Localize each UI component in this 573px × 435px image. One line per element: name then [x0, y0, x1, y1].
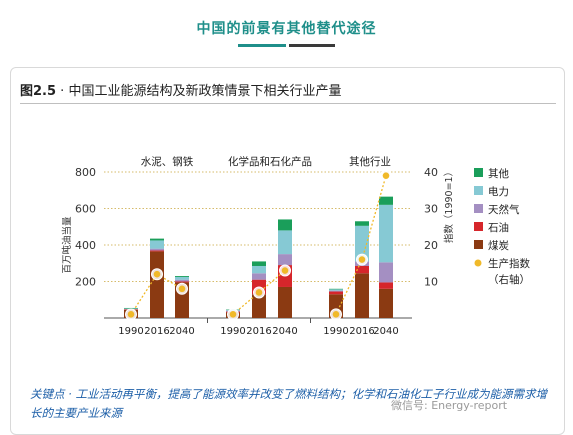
bar-segment-其他 — [355, 221, 369, 226]
bar-segment-煤炭 — [252, 294, 266, 318]
title-underline-accent — [238, 44, 286, 47]
legend-label-石油: 石油 — [488, 221, 509, 234]
bar-segment-电力 — [379, 204, 393, 263]
bar-segment-天然气 — [252, 273, 266, 280]
group-label: 化学品和石化产品 — [228, 155, 312, 168]
x-tick-label: 2040 — [169, 326, 194, 337]
bar-segment-电力 — [278, 230, 292, 255]
production-index-point — [229, 311, 237, 318]
legend-swatch-石油 — [474, 222, 483, 231]
bar-segment-石油 — [379, 282, 393, 289]
x-tick-label: 1990 — [118, 326, 143, 337]
legend-swatch-电力 — [474, 186, 483, 195]
title-underline-dark — [289, 44, 335, 47]
group-label: 水泥、钢铁 — [141, 155, 194, 168]
y-axis-title: 百万吨油当量 — [61, 216, 73, 274]
bar-segment-天然气 — [150, 248, 164, 251]
bar-segment-石油 — [150, 250, 164, 252]
x-tick-label: 2016 — [246, 326, 271, 337]
figure-label: 图2.5 — [20, 84, 57, 99]
bar-segment-电力 — [355, 225, 369, 262]
legend-label-电力: 电力 — [488, 185, 509, 198]
production-index-point — [382, 172, 390, 179]
legend-axis-note: （右轴） — [488, 273, 530, 286]
bar-segment-煤炭 — [150, 251, 164, 318]
y-tick-label: 600 — [75, 203, 96, 216]
bar-segment-其他 — [278, 219, 292, 231]
bar-segment-天然气 — [278, 254, 292, 266]
y2-tick-label: 20 — [424, 239, 438, 252]
x-tick-label: 1990 — [323, 326, 348, 337]
bar-segment-其他 — [150, 238, 164, 241]
production-index-point — [178, 285, 186, 293]
legend-marker-生产指数 — [474, 259, 482, 267]
bar-segment-其他 — [175, 276, 189, 277]
figure-title-separator: · — [60, 84, 65, 99]
legend-label-煤炭: 煤炭 — [488, 239, 509, 252]
bar-segment-其他 — [252, 261, 266, 266]
bar-segment-电力 — [175, 276, 189, 280]
bar-segment-其他 — [379, 196, 393, 205]
bar-segment-电力 — [329, 289, 343, 291]
legend-label-生产指数: 生产指数 — [488, 257, 530, 270]
legend-swatch-煤炭 — [474, 240, 483, 249]
x-tick-label: 1990 — [220, 326, 245, 337]
y-tick-label: 200 — [75, 276, 96, 289]
bar-segment-煤炭 — [278, 286, 292, 318]
bar-segment-其他 — [329, 288, 343, 290]
legend-swatch-天然气 — [474, 204, 483, 213]
figure-title-rule — [20, 103, 556, 104]
y-tick-label: 400 — [75, 239, 96, 252]
y2-tick-label: 30 — [424, 203, 438, 216]
production-index-point — [153, 270, 161, 278]
x-tick-label: 2040 — [272, 326, 297, 337]
production-index-point — [358, 256, 366, 263]
bar-segment-其他 — [124, 307, 138, 309]
bar-segment-电力 — [150, 240, 164, 249]
bar-segment-天然气 — [329, 290, 343, 292]
bar-segment-石油 — [355, 265, 369, 274]
y2-tick-label: 10 — [424, 276, 438, 289]
y2-axis-title: 指数（1990=1） — [443, 167, 455, 243]
figure-title-text: 中国工业能源结构及新政策情景下相关行业产量 — [68, 84, 342, 99]
production-index-point — [255, 289, 263, 296]
production-index-point — [332, 311, 340, 318]
group-label: 其他行业 — [349, 155, 391, 168]
bar-segment-天然气 — [175, 279, 189, 282]
bar-segment-煤炭 — [355, 273, 369, 318]
bar-segment-石油 — [329, 291, 343, 295]
production-index-point — [281, 267, 289, 274]
figure-title: 图2.5 · 中国工业能源结构及新政策情景下相关行业产量 — [20, 80, 341, 99]
x-tick-label: 2016 — [349, 326, 374, 337]
y-tick-label: 800 — [75, 166, 96, 179]
bar-segment-煤炭 — [379, 288, 393, 318]
bar-segment-电力 — [252, 265, 266, 274]
wechat-watermark: 微信号: Energy-report — [391, 399, 508, 412]
bar-segment-天然气 — [379, 262, 393, 283]
y2-tick-label: 40 — [424, 166, 438, 179]
x-tick-label: 2040 — [373, 326, 398, 337]
article-section-title: 中国的前景有其他替代途径 — [196, 21, 377, 37]
production-index-point — [127, 311, 135, 318]
legend-label-其他: 其他 — [488, 167, 509, 180]
bar-segment-石油 — [175, 281, 189, 283]
x-tick-label: 2016 — [144, 326, 169, 337]
figure-caption: 关键点 · 工业活动再平衡，提高了能源效率并改变了燃料结构；化学和石油化工子行业… — [30, 387, 547, 420]
legend-label-天然气: 天然气 — [488, 203, 520, 216]
legend-swatch-其他 — [474, 168, 483, 177]
